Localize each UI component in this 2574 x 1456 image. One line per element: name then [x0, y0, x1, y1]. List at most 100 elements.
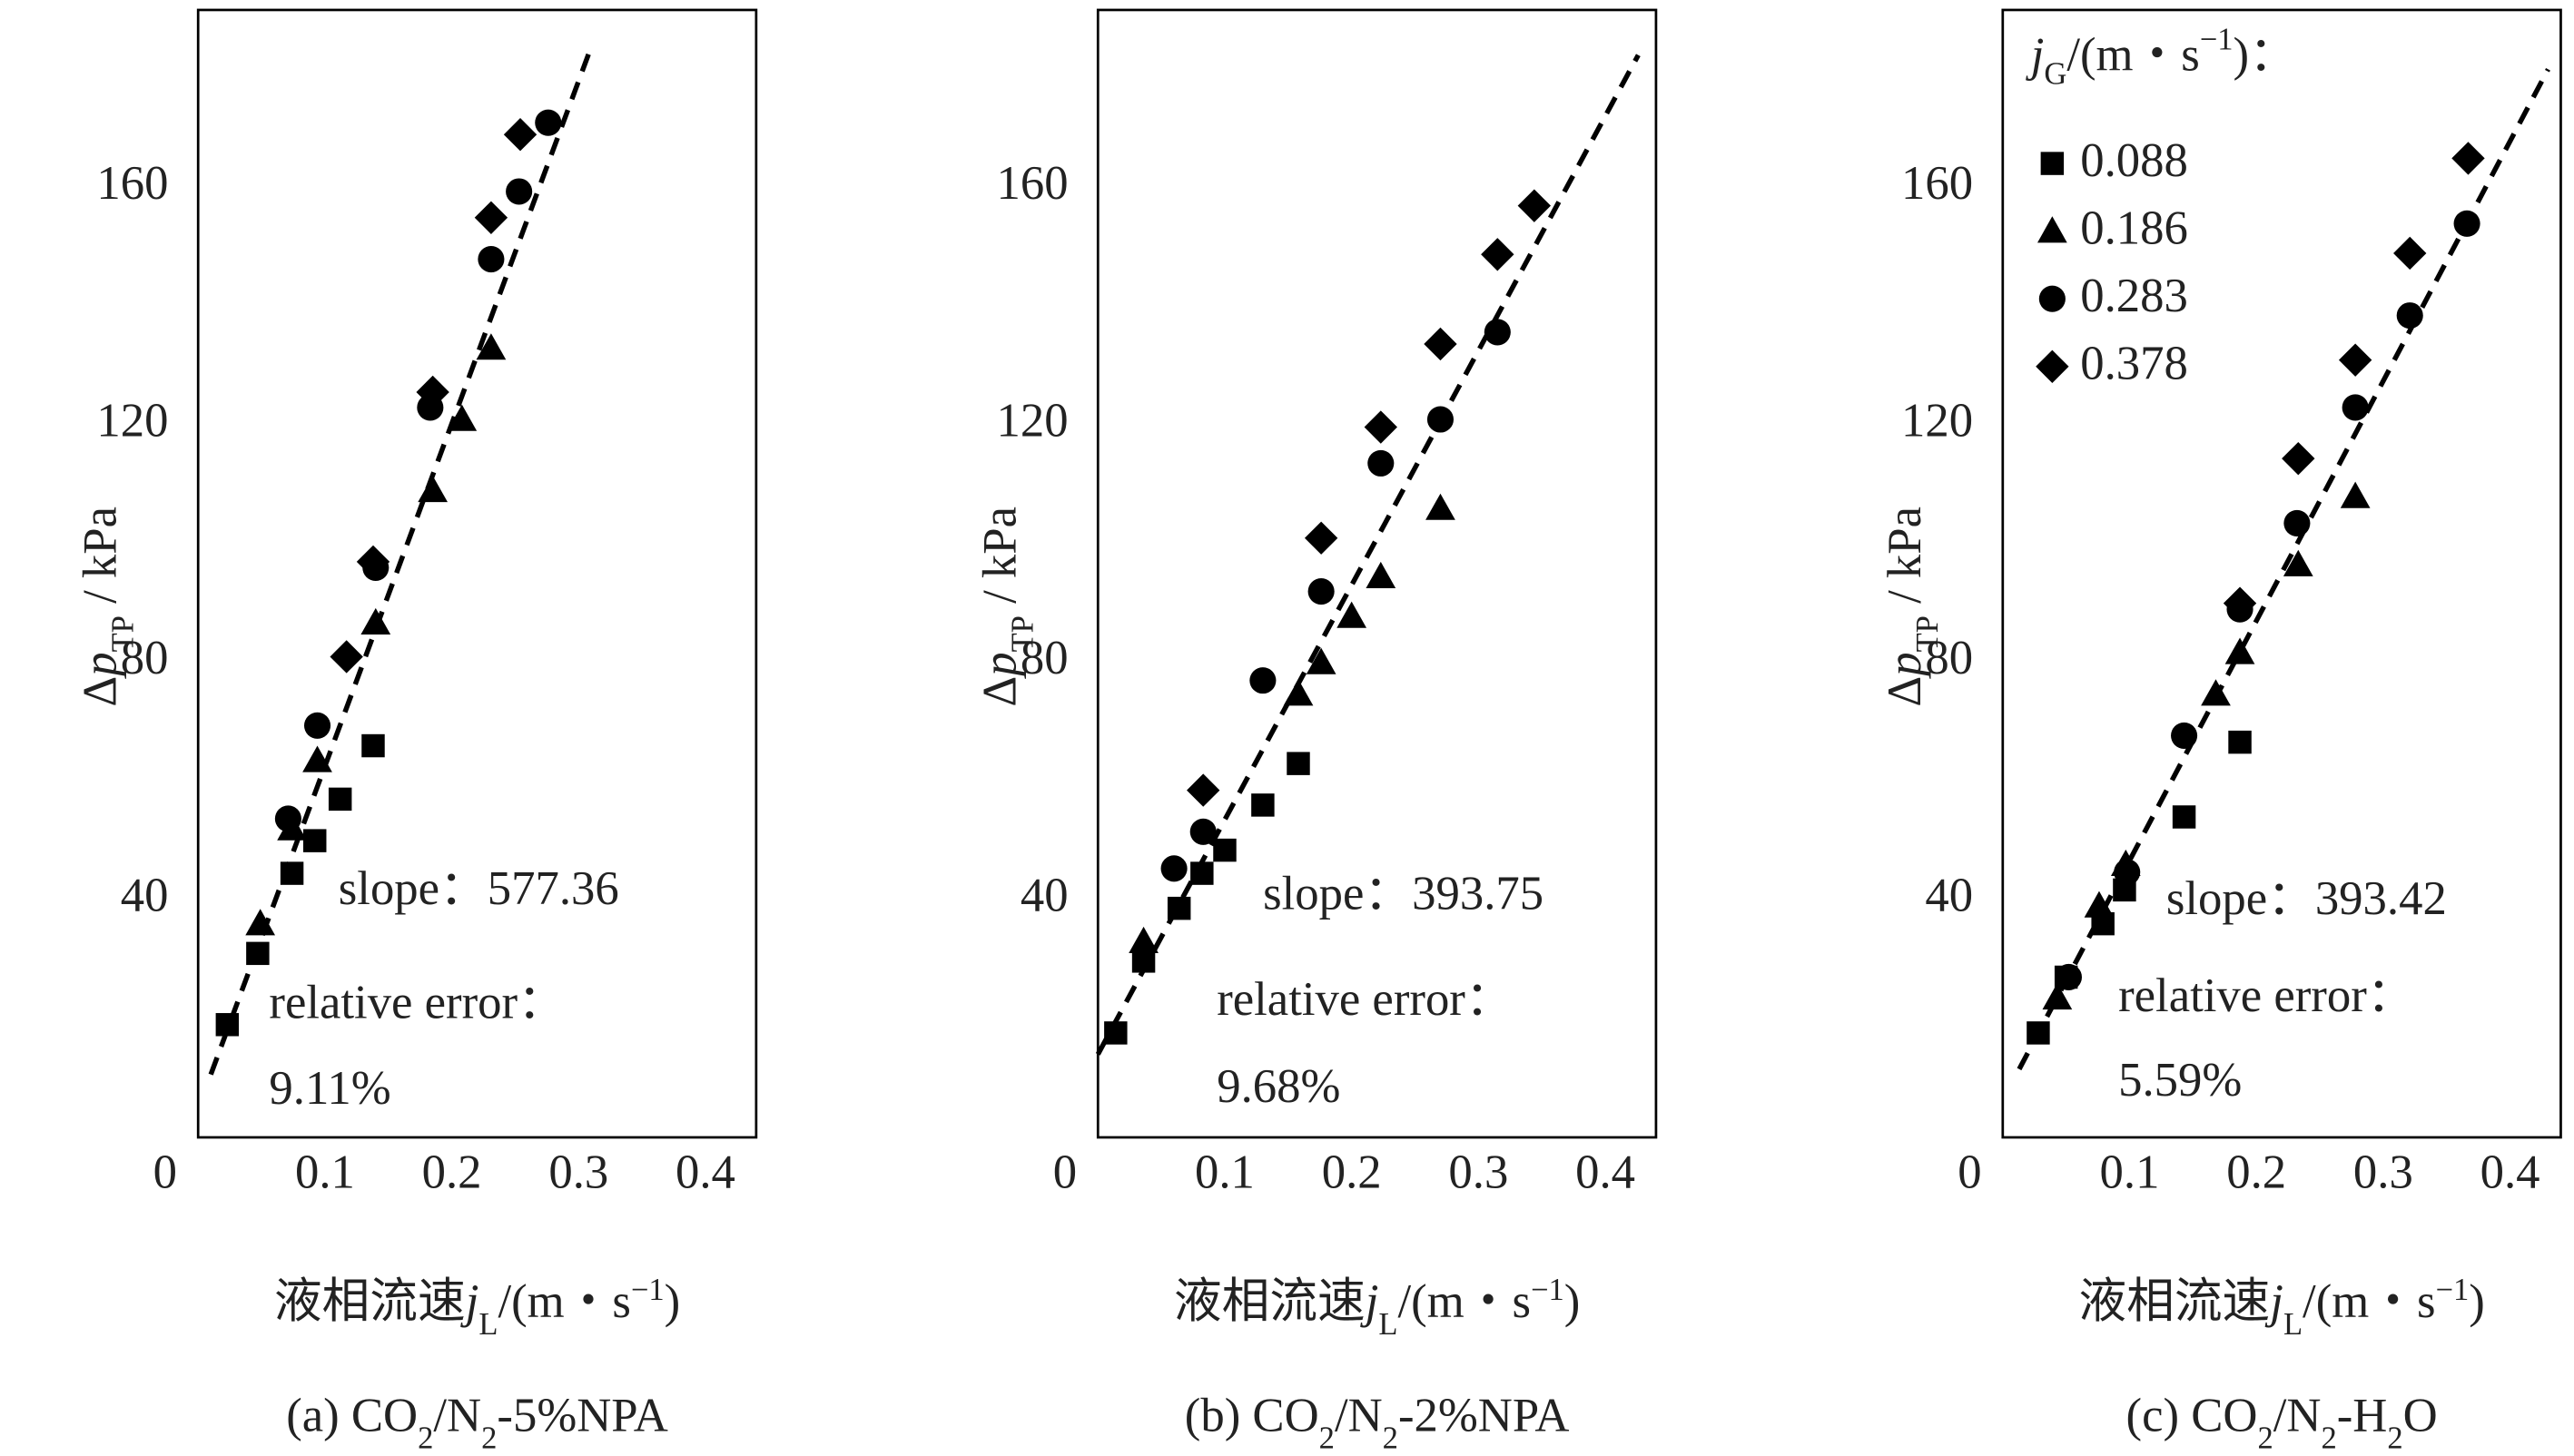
- marker-square: [2228, 730, 2252, 754]
- text-part: TP: [1005, 615, 1040, 652]
- x-tick-label: 0.3: [548, 1146, 608, 1199]
- marker-diamond: [2282, 441, 2315, 476]
- text-part: /(m・s: [2303, 1275, 2435, 1328]
- annotation: 5.59%: [2118, 1054, 2242, 1107]
- legend-label: 0.088: [2080, 134, 2188, 187]
- annotation: slope：577.36: [339, 862, 619, 915]
- text-part: TP: [105, 615, 140, 652]
- marker-diamond: [1187, 773, 1220, 807]
- marker-square: [246, 941, 270, 966]
- text-part: -5%NPA: [497, 1390, 667, 1442]
- marker-square: [1251, 793, 1275, 817]
- text-part: O: [2403, 1390, 2438, 1442]
- marker-square: [1190, 861, 1214, 885]
- y-tick-label: 160: [96, 157, 168, 210]
- plot-frame: [1096, 8, 1658, 1139]
- marker-triangle: [476, 333, 507, 360]
- text-part: / kPa: [973, 507, 1026, 615]
- text-part: 2: [2321, 1422, 2336, 1456]
- y-tick-label: 80: [1021, 632, 1069, 684]
- marker-circle: [2055, 963, 2082, 991]
- text-part: −1: [1531, 1273, 1564, 1307]
- text-part: / kPa: [74, 507, 126, 615]
- text-part: L: [478, 1307, 498, 1342]
- text-part: 2: [1319, 1422, 1335, 1456]
- text-part: j: [1360, 1275, 1379, 1328]
- x-axis-label: 液相流速jL/(m・s−1): [1174, 1273, 1580, 1342]
- text-part: G: [2044, 56, 2066, 91]
- text-part: L: [2283, 1307, 2303, 1342]
- panel: 40 80 120 160 0 0.1 0.2 0.3 0.4 液相流速jL/(m・s−1) ΔpT…: [74, 8, 758, 1456]
- text-part: ): [1564, 1275, 1581, 1328]
- marker-square: [215, 1013, 240, 1037]
- marker-square: [328, 787, 352, 812]
- text-part: TP: [1910, 615, 1945, 652]
- annotation: slope：393.42: [2166, 872, 2447, 925]
- text-part: / kPa: [1879, 507, 1931, 615]
- marker-diamond: [1364, 410, 1397, 444]
- marker-circle: [1307, 578, 1335, 605]
- marker-triangle: [360, 607, 391, 635]
- text-part: 液相流速: [274, 1275, 466, 1328]
- x-tick-label: 0: [1958, 1146, 1981, 1199]
- text-part: /(m・s: [2066, 29, 2199, 82]
- marker-circle: [303, 712, 331, 739]
- x-axis-label: 液相流速jL/(m・s−1): [2078, 1273, 2484, 1342]
- marker-square: [2027, 1021, 2050, 1045]
- annotation: slope：393.75: [1263, 867, 1543, 920]
- text-part: 2: [481, 1422, 497, 1456]
- text-part: p: [973, 652, 1026, 679]
- marker-square: [1287, 752, 1310, 775]
- marker-circle: [535, 109, 562, 136]
- x-tick-label: 0.1: [1195, 1146, 1255, 1199]
- marker-triangle: [1283, 679, 1314, 706]
- marker-triangle: [2283, 549, 2313, 576]
- y-axis-label: ΔpTP / kPa: [973, 507, 1040, 707]
- marker-triangle: [447, 404, 478, 431]
- marker-square: [361, 733, 385, 758]
- text-part: (b) CO: [1185, 1390, 1319, 1442]
- y-tick-label: 80: [121, 632, 169, 684]
- marker-triangle: [1306, 647, 1336, 674]
- text-part: (c) CO: [2126, 1390, 2258, 1442]
- marker-triangle: [302, 745, 332, 772]
- x-tick-label: 0.4: [2480, 1146, 2540, 1199]
- marker-triangle: [2224, 637, 2255, 664]
- marker-circle: [506, 178, 533, 205]
- x-tick-label: 0.2: [422, 1146, 482, 1199]
- marker-diamond: [1424, 327, 1457, 361]
- text-part: -2%NPA: [1398, 1390, 1569, 1442]
- text-part: ): [665, 1275, 681, 1328]
- x-axis-label: 液相流速jL/(m・s−1): [274, 1273, 680, 1342]
- panel: 40 80 120 160 0 0.1 0.2 0.3 0.4 液相流速jL/(m・s−1) ΔpT…: [973, 8, 1658, 1456]
- marker-diamond: [416, 375, 449, 409]
- legend-label: 0.283: [2080, 270, 2188, 322]
- text-part: 2: [1383, 1422, 1398, 1456]
- marker-square: [1213, 838, 1237, 862]
- plot-frame: [2001, 8, 2562, 1139]
- text-part: 2: [2387, 1422, 2402, 1456]
- x-tick-label: 0.3: [2353, 1146, 2413, 1199]
- marker-triangle: [418, 476, 449, 503]
- y-axis-label: ΔpTP / kPa: [1879, 507, 1945, 707]
- text-part: /N: [1335, 1390, 1383, 1442]
- marker-circle: [2283, 509, 2311, 536]
- fit-line: [208, 45, 594, 1076]
- marker-diamond: [2393, 236, 2427, 271]
- marker-diamond: [1304, 521, 1338, 555]
- marker-diamond: [2338, 343, 2372, 377]
- y-tick-label: 120: [1901, 395, 1973, 448]
- x-tick-label: 0.1: [295, 1146, 355, 1199]
- text-part: Δ: [74, 676, 126, 707]
- marker-square: [303, 829, 327, 852]
- text-part: j: [2026, 29, 2045, 82]
- text-part: )：: [2234, 29, 2297, 82]
- text-part: j: [460, 1275, 479, 1328]
- marker-triangle: [2037, 216, 2067, 243]
- marker-square: [1167, 896, 1191, 920]
- marker-circle: [1426, 406, 1455, 433]
- annotation: 9.68%: [1217, 1060, 1340, 1113]
- marker-diamond: [2451, 142, 2485, 175]
- y-tick-label: 160: [996, 157, 1068, 210]
